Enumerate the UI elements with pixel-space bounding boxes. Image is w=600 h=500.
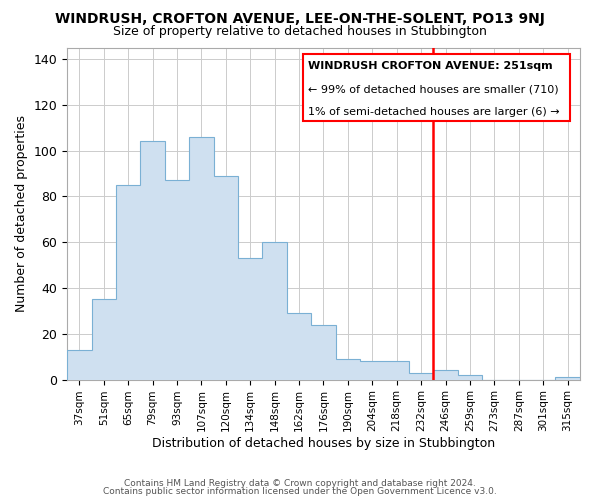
Text: Contains public sector information licensed under the Open Government Licence v3: Contains public sector information licen… xyxy=(103,487,497,496)
Y-axis label: Number of detached properties: Number of detached properties xyxy=(15,115,28,312)
FancyBboxPatch shape xyxy=(303,54,569,120)
Text: Contains HM Land Registry data © Crown copyright and database right 2024.: Contains HM Land Registry data © Crown c… xyxy=(124,478,476,488)
Text: 1% of semi-detached houses are larger (6) →: 1% of semi-detached houses are larger (6… xyxy=(308,108,560,118)
X-axis label: Distribution of detached houses by size in Stubbington: Distribution of detached houses by size … xyxy=(152,437,495,450)
Text: WINDRUSH CROFTON AVENUE: 251sqm: WINDRUSH CROFTON AVENUE: 251sqm xyxy=(308,61,553,71)
Text: ← 99% of detached houses are smaller (710): ← 99% of detached houses are smaller (71… xyxy=(308,84,559,94)
Text: Size of property relative to detached houses in Stubbington: Size of property relative to detached ho… xyxy=(113,25,487,38)
Text: WINDRUSH, CROFTON AVENUE, LEE-ON-THE-SOLENT, PO13 9NJ: WINDRUSH, CROFTON AVENUE, LEE-ON-THE-SOL… xyxy=(55,12,545,26)
